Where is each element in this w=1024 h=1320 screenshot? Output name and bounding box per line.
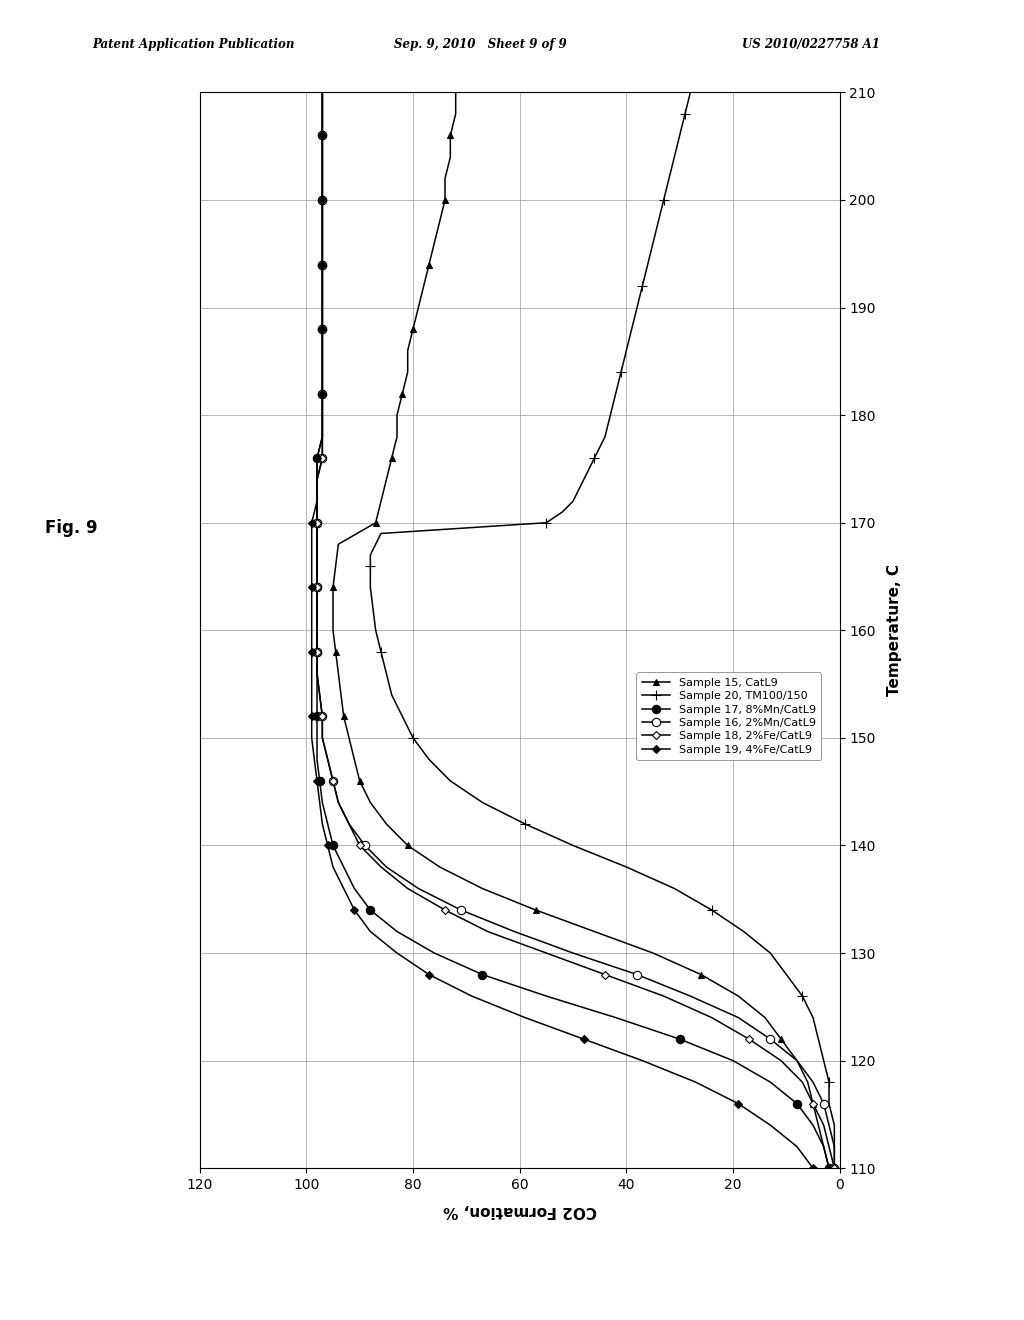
Sample 15, CatL9 xyxy=(396,385,409,401)
Text: Sep. 9, 2010   Sheet 9 of 9: Sep. 9, 2010 Sheet 9 of 9 xyxy=(394,37,567,50)
Line: Sample 17, 8%Mn/CatL9: Sample 17, 8%Mn/CatL9 xyxy=(313,88,834,1172)
Line: Sample 15, CatL9: Sample 15, CatL9 xyxy=(330,88,833,1172)
Sample 20, TM100/150 xyxy=(365,546,377,562)
Line: Sample 16, 2%Mn/CatL9: Sample 16, 2%Mn/CatL9 xyxy=(313,88,839,1172)
Y-axis label: Temperature, C: Temperature, C xyxy=(887,565,902,697)
Sample 16, 2%Mn/CatL9 xyxy=(343,816,355,832)
Sample 17, 8%Mn/CatL9 xyxy=(391,924,403,940)
Sample 19, 4%Fe/CatL9 xyxy=(311,450,324,466)
Sample 20, TM100/150 xyxy=(828,1160,841,1176)
Sample 19, 4%Fe/CatL9 xyxy=(316,385,329,401)
Sample 17, 8%Mn/CatL9 xyxy=(322,816,334,832)
Sample 18, 2%Fe/CatL9 xyxy=(316,450,329,466)
Sample 17, 8%Mn/CatL9 xyxy=(823,1160,836,1176)
Sample 17, 8%Mn/CatL9 xyxy=(316,106,329,121)
Sample 19, 4%Fe/CatL9 xyxy=(316,106,329,121)
Sample 17, 8%Mn/CatL9 xyxy=(316,385,329,401)
Sample 20, TM100/150 xyxy=(684,84,696,100)
Sample 15, CatL9 xyxy=(450,84,462,100)
Sample 16, 2%Mn/CatL9 xyxy=(358,838,371,854)
Sample 18, 2%Fe/CatL9 xyxy=(828,1160,841,1176)
Sample 18, 2%Fe/CatL9 xyxy=(316,106,329,121)
Line: Sample 19, 4%Fe/CatL9: Sample 19, 4%Fe/CatL9 xyxy=(309,90,816,1171)
Line: Sample 18, 2%Fe/CatL9: Sample 18, 2%Fe/CatL9 xyxy=(314,90,838,1171)
Sample 20, TM100/150 xyxy=(588,450,600,466)
Sample 18, 2%Fe/CatL9 xyxy=(353,838,366,854)
Legend: Sample 15, CatL9, Sample 20, TM100/150, Sample 17, 8%Mn/CatL9, Sample 16, 2%Mn/C: Sample 15, CatL9, Sample 20, TM100/150, … xyxy=(637,672,821,760)
Sample 15, CatL9 xyxy=(588,924,600,940)
Sample 16, 2%Mn/CatL9 xyxy=(508,924,520,940)
Sample 16, 2%Mn/CatL9 xyxy=(828,1160,841,1176)
Sample 16, 2%Mn/CatL9 xyxy=(316,450,329,466)
Sample 19, 4%Fe/CatL9 xyxy=(322,838,334,854)
Sample 16, 2%Mn/CatL9 xyxy=(316,106,329,121)
Sample 19, 4%Fe/CatL9 xyxy=(316,84,329,100)
Sample 15, CatL9 xyxy=(450,106,462,121)
Sample 15, CatL9 xyxy=(380,816,392,832)
Sample 18, 2%Fe/CatL9 xyxy=(316,84,329,100)
Sample 15, CatL9 xyxy=(386,450,398,466)
Sample 19, 4%Fe/CatL9 xyxy=(316,816,329,832)
Text: Patent Application Publication: Patent Application Publication xyxy=(92,37,295,50)
X-axis label: CO2 Formation, %: CO2 Formation, % xyxy=(442,1203,597,1218)
Sample 15, CatL9 xyxy=(823,1160,836,1176)
Sample 18, 2%Fe/CatL9 xyxy=(316,385,329,401)
Line: Sample 20, TM100/150: Sample 20, TM100/150 xyxy=(366,87,840,1173)
Sample 17, 8%Mn/CatL9 xyxy=(316,84,329,100)
Sample 20, TM100/150 xyxy=(375,525,387,541)
Sample 17, 8%Mn/CatL9 xyxy=(327,838,339,854)
Sample 20, TM100/150 xyxy=(407,730,419,746)
Sample 19, 4%Fe/CatL9 xyxy=(807,1160,819,1176)
Sample 18, 2%Fe/CatL9 xyxy=(481,924,494,940)
Sample 16, 2%Mn/CatL9 xyxy=(316,385,329,401)
Sample 20, TM100/150 xyxy=(780,966,793,982)
Text: US 2010/0227758 A1: US 2010/0227758 A1 xyxy=(742,37,881,50)
Sample 19, 4%Fe/CatL9 xyxy=(365,924,377,940)
Sample 20, TM100/150 xyxy=(541,515,553,531)
Sample 16, 2%Mn/CatL9 xyxy=(316,84,329,100)
Sample 18, 2%Fe/CatL9 xyxy=(343,816,355,832)
Sample 15, CatL9 xyxy=(401,838,414,854)
Text: Fig. 9: Fig. 9 xyxy=(45,519,98,537)
Sample 17, 8%Mn/CatL9 xyxy=(311,450,324,466)
